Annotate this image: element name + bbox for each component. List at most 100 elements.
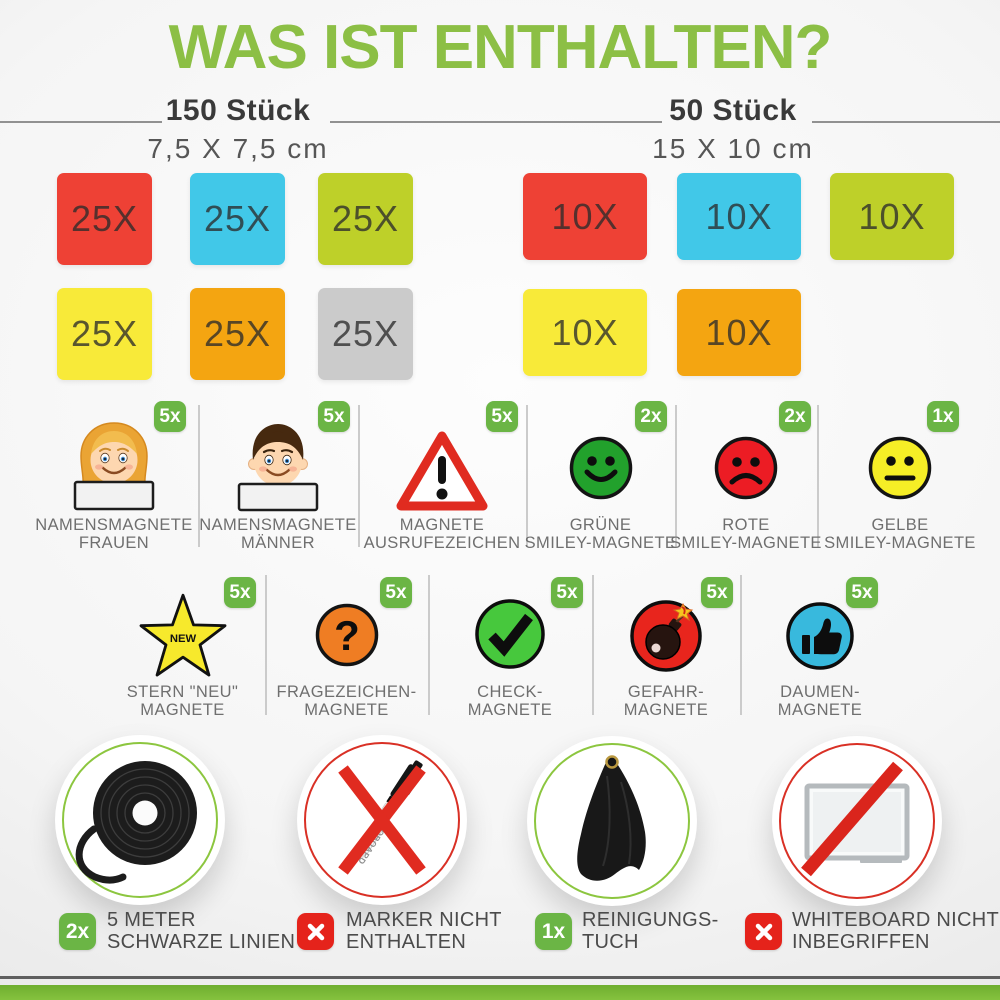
footer-rule [0, 976, 1000, 979]
label-line-1: NAMENSMAGNETE [199, 516, 357, 534]
tile-qty: 25X [203, 313, 272, 354]
excluded-ring [304, 742, 460, 898]
tile-gray-square: 25X [318, 288, 413, 380]
count-badge: 5x [701, 577, 733, 608]
count-150-stueck: 150 Stück [165, 94, 311, 127]
header-rule-segment [812, 121, 1000, 123]
bomb-icon [592, 598, 740, 674]
item-daumen-magnete: 5x DAUMEN- MAGNETE [740, 570, 900, 728]
divider [265, 575, 267, 715]
tile-qty: 10X [705, 311, 773, 353]
count-badge: 5x [318, 401, 350, 432]
thumbs-up-icon [740, 600, 900, 672]
marker-not-included-circle: 2DOBOARD [297, 735, 467, 905]
item-label: STERN "NEU" MAGNETE [80, 683, 285, 719]
man-name-magnet-icon [198, 418, 358, 514]
divider [740, 575, 742, 715]
marker-pen-crossed-icon: 2DOBOARD [338, 760, 426, 875]
label-line-1: CHECK- [477, 683, 543, 701]
red-sad-smiley-icon [675, 435, 817, 501]
item-fragezeichen-magnete: 5x ? FRAGEZEICHEN- MAGNETE [265, 570, 428, 728]
x-icon [307, 923, 324, 940]
label-line-1: FRAGEZEICHEN- [276, 683, 417, 701]
count-badge: 2x [59, 913, 96, 950]
right-column-header: 50 Stück 15 X 10 cm [623, 94, 843, 165]
item-label: MAGNETE AUSRUFEZEICHEN [338, 516, 546, 552]
tile-qty: 25X [203, 198, 272, 239]
label-line-2: MAGNETE [467, 700, 553, 719]
cleaning-cloth-circle [527, 736, 697, 906]
label-line-1: ROTE [722, 516, 770, 534]
label-line-2: ENTHALTEN [346, 930, 467, 953]
tile-yellow-square: 25X [57, 288, 152, 380]
divider [198, 405, 200, 547]
item-namensmagnete-frauen: 5x NAMENSMAGNETE FRAUEN [30, 398, 198, 556]
tile-qty: 10X [705, 195, 773, 237]
yellow-neutral-smiley-icon [817, 435, 983, 501]
tile-qty: 10X [858, 195, 926, 237]
woman-name-magnet-icon [30, 418, 198, 514]
tile-red-square: 25X [57, 173, 152, 265]
label-line-1: GEFAHR- [627, 683, 705, 701]
label-line-2: MÄNNER [241, 533, 315, 552]
count-badge: 5x [846, 577, 878, 608]
item-label: DAUMEN- MAGNETE [720, 683, 920, 719]
label-line-2: FRAUEN [78, 533, 150, 552]
excluded-x-badge [745, 913, 782, 950]
label-line-2: MAGNETE [777, 700, 863, 719]
label-line-1: DAUMEN- [780, 683, 860, 701]
item-label: GELBE SMILEY-MAGNETE [797, 516, 1000, 552]
label-line-2: MAGNETE [140, 700, 225, 719]
check-mark-icon [428, 597, 592, 671]
label-line-2: SMILEY-MAGNETE [670, 533, 822, 552]
label-line-1: REINIGUNGS- [582, 909, 719, 931]
tile-qty: 25X [70, 198, 139, 239]
svg-text:?: ? [334, 612, 360, 659]
item-label: GRÜNE SMILEY-MAGNETE [506, 516, 695, 552]
label-line-2: MAGNETE [623, 700, 709, 719]
count-badge: 5x [380, 577, 412, 608]
divider [592, 575, 594, 715]
tape-label: 5 METER SCHWARZE LINIEN [107, 909, 295, 953]
tile-cyan-rect: 10X [677, 173, 801, 260]
label-line-1: WHITEBOARD NICHT [792, 909, 1000, 931]
count-badge-label: 5x [323, 405, 345, 427]
x-icon [755, 923, 772, 940]
tile-orange-rect: 10X [677, 289, 801, 376]
item-magnete-ausrufezeichen: 5x MAGNETE AUSRUFEZEICHEN [358, 398, 526, 556]
label-line-2: TUCH [582, 930, 639, 953]
count-badge-label: 5x [706, 581, 728, 603]
count-badge-label: 5x [229, 581, 251, 603]
tile-lime-rect: 10X [830, 173, 954, 260]
label-line-2: INBEGRIFFEN [792, 930, 930, 953]
count-badge-label: 5x [491, 405, 513, 427]
tile-qty: 25X [331, 198, 400, 239]
count-badge-label: 5x [556, 581, 578, 603]
item-rote-smiley-magnete: 2x ROTE SMILEY-MAGNETE [670, 398, 821, 556]
label-line-1: MARKER NICHT [346, 909, 502, 931]
tile-qty: 10X [551, 311, 619, 353]
item-label: FRAGEZEICHEN- MAGNETE [245, 683, 448, 719]
count-50-stueck: 50 Stück [669, 94, 797, 127]
tile-qty: 25X [70, 313, 139, 354]
included-ring [62, 742, 218, 898]
whiteboard-crossed-icon [801, 761, 910, 877]
item-label: NAMENSMAGNETE FRAUEN [10, 516, 218, 552]
divider [817, 405, 819, 547]
size-15-10-cm: 15 X 10 cm [652, 133, 814, 164]
count-badge-label: 2x [784, 405, 806, 427]
label-line-2: MAGNETE [304, 700, 389, 719]
warning-triangle-icon [358, 428, 526, 516]
tile-lime-square: 25X [318, 173, 413, 265]
tile-qty: 25X [331, 313, 400, 354]
excluded-x-badge [297, 913, 334, 950]
tile-yellow-rect: 10X [523, 289, 647, 376]
magnetic-tape-circle [55, 735, 225, 905]
tile-qty: 10X [551, 195, 619, 237]
item-namensmagnete-maenner: 5x NAMENSMAGNETE MÄNNER [198, 398, 358, 556]
tile-red-rect: 10X [523, 173, 647, 260]
count-badge-label: 5x [159, 405, 181, 427]
new-star-icon: NEW [100, 592, 265, 682]
magnetic-tape-roll-icon [75, 761, 197, 884]
